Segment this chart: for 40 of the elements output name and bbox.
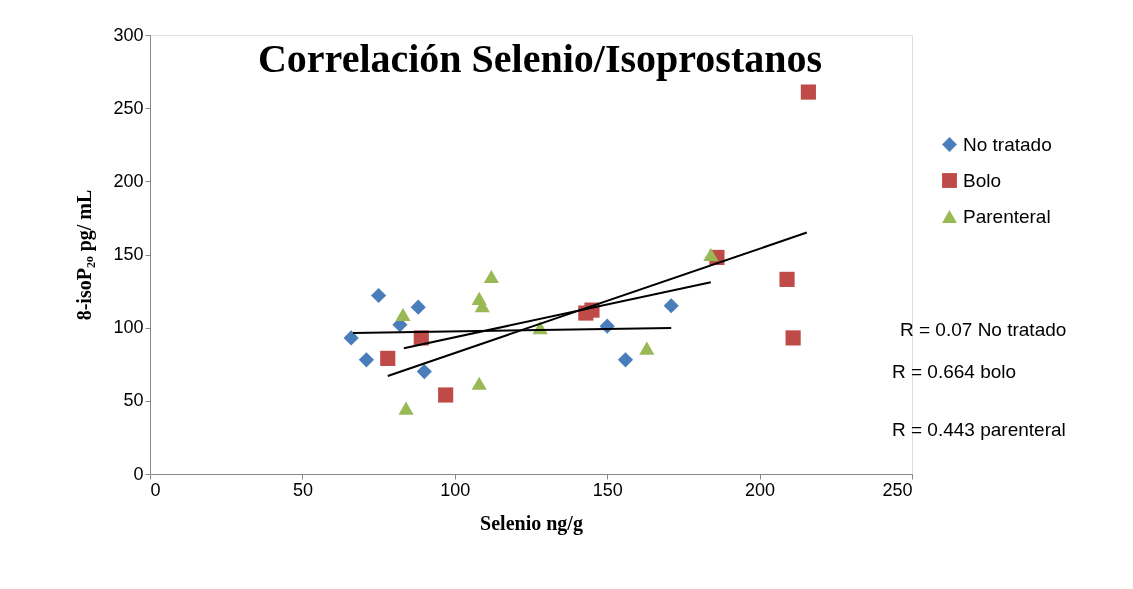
- annotation: R = 0.443 parenteral: [892, 419, 1066, 440]
- point: [410, 299, 426, 315]
- annotation: R = 0.664 bolo: [892, 361, 1017, 382]
- x-tick-label: 50: [292, 479, 313, 500]
- point: [617, 352, 634, 368]
- legend-label: Parenteral: [963, 205, 1051, 227]
- y-tick-label: 100: [113, 317, 144, 338]
- point: [785, 330, 801, 346]
- x-tick-label: 200: [745, 479, 776, 500]
- x-tick-label: 100: [440, 479, 471, 500]
- point: [703, 247, 719, 262]
- point: [483, 269, 499, 284]
- point: [779, 271, 795, 287]
- point: [358, 352, 374, 368]
- point: [398, 401, 414, 415]
- x-tick-label: 250: [882, 479, 913, 500]
- y-axis-title: 8-isoP₂ₒ pg/ mL: [73, 189, 97, 321]
- point: [639, 341, 655, 355]
- point: [380, 350, 396, 366]
- annotation: R = 0.07 No tratado: [900, 319, 1067, 340]
- y-tick-label: 150: [113, 244, 144, 264]
- y-tick-label: 200: [113, 170, 144, 191]
- y-tick-label: 50: [123, 390, 144, 411]
- x-tick-label: 150: [592, 479, 623, 500]
- point: [800, 84, 816, 100]
- point: [471, 376, 487, 390]
- legend-label: No tratado: [963, 133, 1052, 155]
- point: [416, 363, 432, 380]
- point: [438, 387, 454, 403]
- y-tick-label: 300: [113, 24, 144, 45]
- point: [663, 298, 679, 314]
- y-tick-label: 0: [133, 463, 144, 484]
- point: [395, 307, 411, 322]
- point: [343, 330, 359, 346]
- chart-title: Correlación Selenio/Isoprostanos: [257, 36, 823, 81]
- point: [371, 287, 387, 304]
- x-tick-label: 0: [150, 479, 161, 500]
- legend-label: Bolo: [963, 169, 1002, 191]
- x-axis-title: Selenio ng/g: [480, 511, 583, 535]
- y-tick-label: 250: [113, 97, 144, 118]
